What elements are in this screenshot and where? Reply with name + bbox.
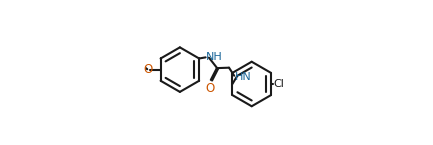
Text: O: O [144, 63, 153, 76]
Text: HN: HN [235, 72, 251, 82]
Text: NH: NH [206, 52, 223, 62]
Text: O: O [205, 83, 214, 95]
Text: Cl: Cl [274, 79, 284, 89]
